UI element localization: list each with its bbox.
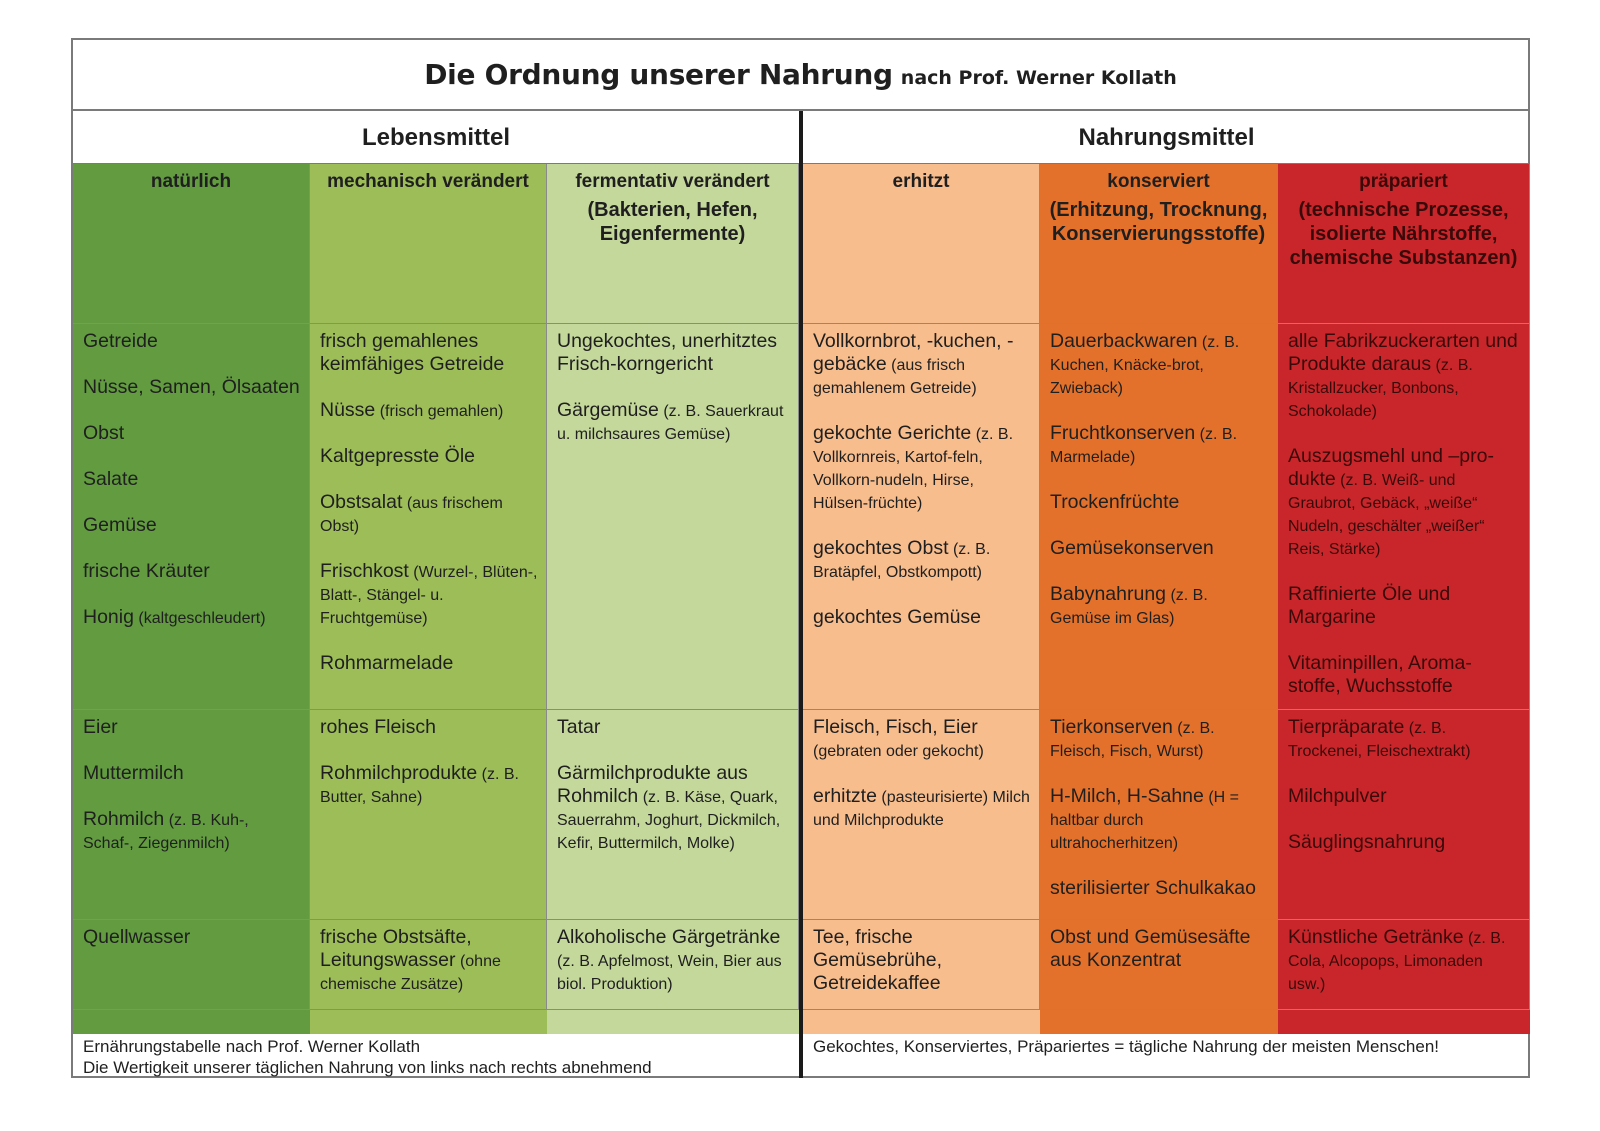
food-entry: Nüsse (frisch gemahlen) (320, 399, 504, 421)
cell-plant-fermentativ: Ungekochtes, unerhitztes Frisch-korngeri… (547, 324, 799, 710)
column-header-subtitle: (technische Prozesse, isolierte Nährstof… (1289, 199, 1518, 269)
column-header-title: konserviert (1107, 171, 1210, 192)
food-entry: frische Kräuter (83, 560, 210, 582)
food-entry: Fleisch, Fisch, Eier (gebraten oder geko… (813, 716, 984, 760)
footer-left-line1: Ernährungstabelle nach Prof. Werner Koll… (83, 1037, 421, 1056)
food-entry: Tierkonserven (z. B. Fleisch, Fisch, Wur… (1050, 716, 1215, 760)
cell-drinks-praepariert: Künstliche Getränke (z. B. Cola, Alcopop… (1278, 920, 1530, 1010)
cell-animal-fermentativ: Tatar Gärmilchprodukte aus Rohmilch (z. B… (547, 710, 799, 920)
column-header-title: präpariert (1359, 171, 1448, 192)
cell-animal-natuerlich: Eier Muttermilch Rohmilch (z. B. Kuh-, Sch… (73, 710, 310, 920)
food-entry: Raffinierte Öle und Margarine (1288, 583, 1451, 628)
food-entry: Rohmilchprodukte (z. B. Butter, Sahne) (320, 762, 519, 806)
cell-drinks-erhitzt: Tee, frische Gemüsebrühe, Getreidekaffee (803, 920, 1040, 1010)
cell-animal-konserviert: Tierkonserven (z. B. Fleisch, Fisch, Wur… (1040, 710, 1278, 920)
column-header: fermentativ verändert (Bakterien, Hefen, … (547, 164, 799, 324)
column-header: konserviert (Erhitzung, Trocknung, Konser… (1040, 164, 1278, 324)
food-entry: Trockenfrüchte (1050, 491, 1180, 513)
food-entry: sterilisierter Schulkakao (1050, 877, 1256, 899)
food-entry: Rohmilch (z. B. Kuh-, Schaf-, Ziegenmilc… (83, 808, 249, 852)
food-entry: Milchpulver (1288, 785, 1387, 807)
food-entry: Gärgemüse (z. B. Sauerkraut u. milchsaur… (557, 399, 784, 443)
food-entry: Vollkornbrot, -kuchen, -gebäcke (aus fri… (813, 330, 1014, 397)
cell-plant-erhitzt: Vollkornbrot, -kuchen, -gebäcke (aus fri… (803, 324, 1040, 710)
food-entry: frisch gemahlenes keimfähiges Getreide (320, 330, 505, 375)
food-entry: Fruchtkonserven (z. B. Marmelade) (1050, 422, 1238, 466)
column-praepariert: präpariert (technische Prozesse, isoliert… (1278, 164, 1530, 1034)
food-entry: Tee, frische Gemüsebrühe, Getreidekaffee (813, 926, 942, 994)
cell-drinks-natuerlich: Quellwasser (73, 920, 310, 1010)
food-entry: H-Milch, H-Sahne (H = haltbar durch ultr… (1050, 785, 1240, 852)
food-entry: Quellwasser (83, 926, 191, 948)
footer-right: Gekochtes, Konserviertes, Präpariertes =… (813, 1037, 1440, 1056)
footer-left-line2: Die Wertigkeit unserer täglichen Nahrung… (83, 1058, 652, 1077)
food-entry: Rohmarmelade (320, 652, 454, 674)
food-entry: alle Fabrikzuckerarten und Produkte dara… (1288, 330, 1518, 420)
column-header: natürlich (73, 164, 310, 324)
cell-drinks-konserviert: Obst und Gemüsesäfte aus Konzentrat (1040, 920, 1278, 1010)
food-entry: Gärmilchprodukte aus Rohmilch (z. B. Käs… (557, 762, 781, 852)
food-entry: Künstliche Getränke (z. B. Cola, Alcopop… (1288, 926, 1506, 993)
food-entry: Kaltgepresste Öle (320, 445, 476, 467)
food-entry: rohes Fleisch (320, 716, 436, 738)
column-natuerlich: natürlich Getreide Nüsse, Samen, Ölsaaten O… (73, 164, 310, 1034)
food-entry: Dauerbackwaren (z. B. Kuchen, Knäcke-bro… (1050, 330, 1240, 397)
food-entry: gekochte Gerichte (z. B. Vollkornreis, K… (813, 422, 1014, 512)
food-entry: Frischkost (Wurzel-, Blüten-, Blatt-, St… (320, 560, 538, 627)
main-separator (799, 111, 803, 1078)
food-entry: Obst und Gemüsesäfte aus Konzentrat (1050, 926, 1251, 971)
column-header-title: natürlich (150, 171, 232, 192)
food-entry: gekochtes Gemüse (813, 606, 982, 628)
group-lebensmittel: Lebensmittel (361, 123, 511, 151)
food-entry: Alkoholische Gärgetränke (z. B. Apfelmos… (557, 926, 782, 993)
column-header: erhitzt (803, 164, 1040, 324)
column-mechanisch: mechanisch verändert frisch gemahlenes ke… (310, 164, 547, 1034)
group-nahrungsmittel: Nahrungsmittel (1078, 123, 1255, 151)
column-konserviert: konserviert (Erhitzung, Trocknung, Konser… (1040, 164, 1278, 1034)
food-entry: Obstsalat (aus frischem Obst) (320, 491, 503, 535)
food-entry: Ungekochtes, unerhitztes Frisch-korngeri… (557, 330, 778, 375)
cell-drinks-mechanisch: frische Obstsäfte, Leitungswasser (ohne … (310, 920, 547, 1010)
column-header-title: mechanisch verändert (327, 171, 529, 192)
title-main: Die Ordnung unserer Nahrung (424, 58, 893, 91)
column-fermentativ: fermentativ verändert (Bakterien, Hefen, … (547, 164, 799, 1034)
food-entry: Nüsse, Samen, Ölsaaten (83, 376, 300, 398)
cell-plant-konserviert: Dauerbackwaren (z. B. Kuchen, Knäcke-bro… (1040, 324, 1278, 710)
food-entry: Muttermilch (83, 762, 184, 784)
column-header-title: erhitzt (892, 171, 950, 192)
cell-plant-mechanisch: frisch gemahlenes keimfähiges Getreide Nü… (310, 324, 547, 710)
food-entry: Vitaminpillen, Aroma-stoffe, Wuchsstoffe (1288, 652, 1472, 697)
footer-left: Ernährungstabelle nach Prof. Werner Koll… (73, 1034, 799, 1078)
column-header: präpariert (technische Prozesse, isoliert… (1278, 164, 1530, 324)
food-entry: Getreide (83, 330, 158, 352)
nutrition-table: Die Ordnung unserer Nahrung nach Prof. W… (71, 38, 1530, 1078)
food-entry: Gemüsekonserven (1050, 537, 1214, 559)
cell-animal-mechanisch: rohes Fleisch Rohmilchprodukte (z. B. But… (310, 710, 547, 920)
column-header-subtitle: (Erhitzung, Trocknung, Konservierungssto… (1049, 199, 1268, 245)
cell-animal-praepariert: Tierpräparate (z. B. Trockenei, Fleische… (1278, 710, 1530, 920)
table-title: Die Ordnung unserer Nahrung nach Prof. W… (73, 40, 1528, 111)
food-entry: Obst (83, 422, 125, 444)
cell-plant-praepariert: alle Fabrikzuckerarten und Produkte dara… (1278, 324, 1530, 710)
column-header: mechanisch verändert (310, 164, 547, 324)
food-entry: Säuglingsnahrung (1288, 831, 1446, 853)
food-entry: Auszugsmehl und –pro-dukte (z. B. Weiß- … (1288, 445, 1494, 558)
food-entry: Salate (83, 468, 139, 490)
food-entry: erhitzte (pasteurisierte) Milch und Milc… (813, 785, 1030, 829)
cell-drinks-fermentativ: Alkoholische Gärgetränke (z. B. Apfelmos… (547, 920, 799, 1010)
food-entry: gekochtes Obst (z. B. Bratäpfel, Obstkom… (813, 537, 991, 581)
food-entry: Eier (83, 716, 118, 738)
cell-plant-natuerlich: Getreide Nüsse, Samen, Ölsaaten Obst Salate… (73, 324, 310, 710)
food-entry: frische Obstsäfte, Leitungswasser (ohne … (320, 926, 501, 993)
cell-animal-erhitzt: Fleisch, Fisch, Eier (gebraten oder geko… (803, 710, 1040, 920)
column-erhitzt: erhitzt Vollkornbrot, -kuchen, -gebäcke (… (803, 164, 1040, 1034)
food-entry: Tatar (557, 716, 601, 738)
column-header-subtitle: (Bakterien, Hefen, Eigenfermente) (587, 199, 758, 245)
food-entry: Gemüse (83, 514, 157, 536)
food-entry: Babynahrung (z. B. Gemüse im Glas) (1050, 583, 1208, 627)
food-entry: Honig (kaltgeschleudert) (83, 606, 266, 628)
food-entry: Tierpräparate (z. B. Trockenei, Fleische… (1288, 716, 1471, 760)
column-header-title: fermentativ verändert (575, 171, 770, 192)
title-sub: nach Prof. Werner Kollath (900, 66, 1177, 89)
